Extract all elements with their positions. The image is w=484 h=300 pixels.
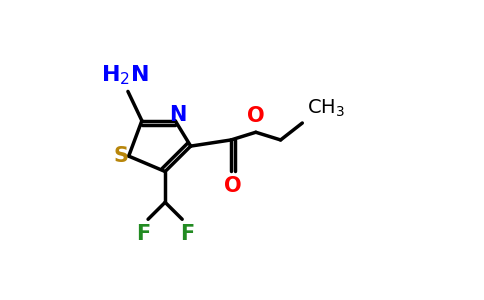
Text: O: O <box>247 106 265 126</box>
Text: F: F <box>180 224 194 244</box>
Text: O: O <box>224 176 242 196</box>
Text: S: S <box>113 146 128 166</box>
Text: CH$_3$: CH$_3$ <box>307 98 345 119</box>
Text: N: N <box>169 105 187 125</box>
Text: F: F <box>136 224 151 244</box>
Text: H$_2$N: H$_2$N <box>101 63 149 87</box>
